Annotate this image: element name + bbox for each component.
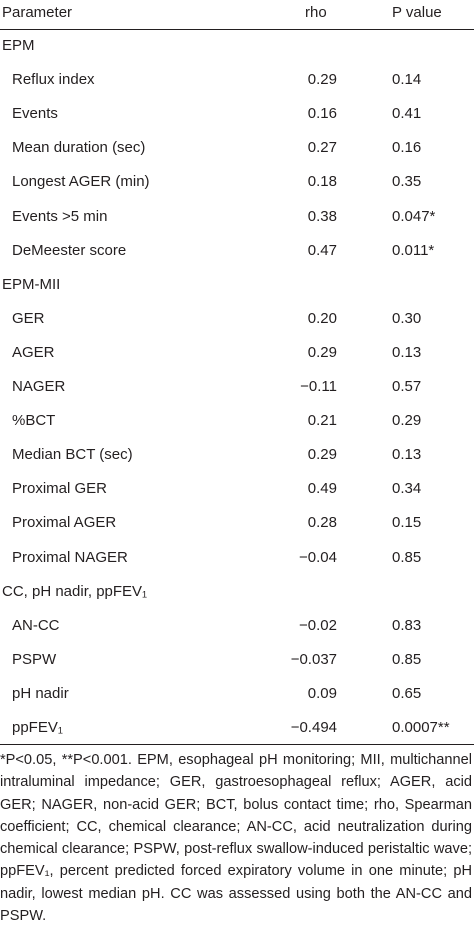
row-label: AN-CC <box>12 616 60 634</box>
p-value-cell: 0.83 <box>392 616 422 634</box>
rho-cell: 0.20 <box>307 309 337 327</box>
data-row: Longest AGER (min) 0.18 0.35 <box>0 165 474 199</box>
data-row: %BCT 0.21 0.29 <box>0 404 474 438</box>
row-label: pH nadir <box>12 684 69 702</box>
data-row: AGER 0.29 0.13 <box>0 336 474 370</box>
p-value-cell: 0.13 <box>392 343 422 361</box>
p-value-cell: 0.34 <box>392 480 422 498</box>
data-row: Reflux index 0.29 0.14 <box>0 63 474 97</box>
rho-cell: 0.21 <box>307 412 337 430</box>
header-rule <box>0 29 474 30</box>
rho-cell: 0.38 <box>307 207 337 225</box>
p-value-cell: 0.85 <box>392 650 422 668</box>
row-label: %BCT <box>12 412 56 430</box>
rho-cell: 0.18 <box>307 173 337 191</box>
rho-cell: −0.11 <box>300 378 337 395</box>
header-cell: P value <box>392 4 442 21</box>
data-row: Median BCT (sec) 0.29 0.13 <box>0 438 474 472</box>
row-label: EPM <box>2 37 35 54</box>
data-row: PSPW −0.037 0.85 <box>0 643 474 677</box>
row-label: Events <box>12 105 58 123</box>
p-value-cell: 0.15 <box>392 514 422 532</box>
rho-cell: 0.28 <box>307 514 337 532</box>
rho-cell: 0.09 <box>307 684 337 702</box>
section-row: EPM-MII <box>0 268 474 302</box>
row-label: ppFEV₁ <box>12 719 63 736</box>
row-label: Reflux index <box>12 71 95 89</box>
rho-cell: −0.02 <box>299 616 337 634</box>
row-label: PSPW <box>12 650 57 668</box>
data-row: NAGER −0.11 0.57 <box>0 370 474 404</box>
row-label: GER <box>12 309 45 327</box>
row-label: AGER <box>12 343 55 361</box>
footnote: *P<0.05, **P<0.001. EPM, esophageal pH m… <box>0 752 472 925</box>
row-label: Proximal NAGER <box>12 548 128 566</box>
row-label: CC, pH nadir, ppFEV₁ <box>2 582 148 600</box>
p-value-cell: 0.011* <box>392 241 435 259</box>
rho-cell: 0.49 <box>307 480 337 498</box>
rho-cell: 0.47 <box>307 241 337 259</box>
row-label: Proximal GER <box>12 480 108 498</box>
row-label: EPM-MII <box>2 275 61 293</box>
row-label: Median BCT (sec) <box>12 446 133 464</box>
p-value-cell: 0.13 <box>392 446 422 464</box>
data-row: Events >5 min 0.38 0.047* <box>0 200 474 234</box>
p-value-cell: 0.0007** <box>392 719 450 736</box>
data-row: Proximal NAGER −0.04 0.85 <box>0 541 474 575</box>
p-value-cell: 0.65 <box>392 684 422 702</box>
data-row: DeMeester score 0.47 0.011* <box>0 234 474 268</box>
p-value-cell: 0.30 <box>392 309 422 327</box>
data-row: ppFEV₁ −0.494 0.0007** <box>0 711 474 745</box>
rho-cell: 0.27 <box>307 139 337 157</box>
row-label: DeMeester score <box>12 241 127 259</box>
data-row: pH nadir 0.09 0.65 <box>0 677 474 711</box>
p-value-cell: 0.85 <box>392 548 422 566</box>
p-value-cell: 0.047* <box>392 207 436 225</box>
p-value-cell: 0.35 <box>392 173 422 191</box>
p-value-cell: 0.16 <box>392 139 422 157</box>
bottom-rule <box>0 744 474 745</box>
row-label: Longest AGER (min) <box>12 173 150 191</box>
rho-cell: 0.29 <box>307 71 337 89</box>
rho-cell: −0.04 <box>299 548 337 566</box>
p-value-cell: 0.29 <box>392 412 422 430</box>
row-label: NAGER <box>12 378 66 395</box>
rho-cell: 0.29 <box>307 343 337 361</box>
section-row: EPM <box>0 29 474 63</box>
rho-cell: 0.29 <box>307 446 337 464</box>
data-row: Proximal AGER 0.28 0.15 <box>0 506 474 540</box>
rho-cell: 0.16 <box>307 105 337 123</box>
row-label: Events >5 min <box>12 207 108 225</box>
data-row: Events 0.16 0.41 <box>0 97 474 131</box>
data-row: Proximal GER 0.49 0.34 <box>0 472 474 506</box>
rho-cell: −0.037 <box>290 650 337 668</box>
row-label: Mean duration (sec) <box>12 139 146 157</box>
rho-cell: −0.494 <box>290 719 337 736</box>
row-label: Proximal AGER <box>12 514 117 532</box>
data-row: Mean duration (sec) 0.27 0.16 <box>0 131 474 165</box>
p-value-cell: 0.41 <box>392 105 422 123</box>
header-cell: rho <box>305 4 327 21</box>
section-row: CC, pH nadir, ppFEV₁ <box>0 575 474 609</box>
data-row: GER 0.20 0.30 <box>0 302 474 336</box>
p-value-cell: 0.14 <box>392 71 422 89</box>
p-value-cell: 0.57 <box>392 378 422 395</box>
header-row: Parameter rho P value <box>0 0 474 30</box>
data-row: AN-CC −0.02 0.83 <box>0 609 474 643</box>
header-cell: Parameter <box>2 4 73 21</box>
